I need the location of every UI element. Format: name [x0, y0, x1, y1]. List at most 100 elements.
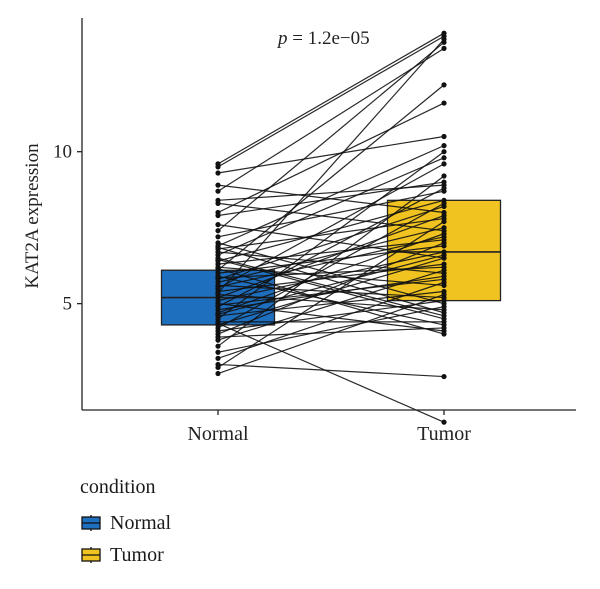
pair-line [217, 300, 445, 332]
pair-line [217, 233, 445, 314]
pair-line [217, 202, 445, 329]
pair-line [217, 84, 445, 271]
point-tumor [441, 331, 447, 337]
point-tumor [441, 264, 447, 270]
y-tick-label: 10 [53, 142, 72, 163]
pair-line [217, 47, 445, 192]
point-normal [215, 337, 221, 343]
point-normal [215, 200, 221, 206]
pair-line [217, 35, 445, 168]
pair-line [217, 236, 445, 288]
point-normal [215, 355, 221, 361]
box-plot-chart: 5 10 Normal Tumor KAT2A expression p = 1.2… [22, 18, 576, 445]
point-normal [215, 164, 221, 170]
point-tumor [441, 218, 447, 225]
point-tumor [441, 325, 447, 331]
pair-line [217, 269, 445, 341]
p-symbol: p [276, 28, 288, 49]
point-tumor [441, 316, 447, 322]
pair-line [217, 224, 445, 259]
point-tumor [441, 185, 447, 191]
point-tumor [441, 252, 447, 258]
point-normal [215, 182, 221, 188]
point-tumor [441, 155, 447, 161]
pair-line [217, 239, 445, 265]
pair-line [217, 303, 445, 332]
point-normal [215, 244, 221, 251]
legend-key-normal [80, 515, 102, 531]
point-tumor [441, 36, 447, 42]
pair-line [217, 202, 445, 232]
pair-line [217, 181, 445, 217]
pair-line [217, 245, 445, 274]
point-tumor [441, 291, 447, 298]
point-tumor [441, 173, 447, 179]
pair-line [217, 135, 445, 174]
pair-line [217, 281, 445, 359]
point-normal [215, 234, 221, 240]
point-tumor [441, 179, 447, 185]
legend: condition Normal Tumor [80, 476, 171, 571]
pair-line [217, 293, 445, 375]
point-tumor [441, 310, 447, 316]
pair-line [217, 306, 445, 353]
y-ticks: 5 10 [53, 142, 82, 315]
pair-line [217, 145, 445, 247]
point-tumor [441, 161, 447, 167]
pair-line [217, 268, 445, 335]
data-points [215, 30, 447, 425]
point-tumor [441, 212, 447, 219]
pair-line [217, 41, 445, 232]
point-tumor [441, 82, 447, 88]
pair-line [217, 175, 445, 347]
point-tumor [441, 143, 447, 149]
legend-label-normal: Normal [110, 511, 172, 534]
pair-line [217, 242, 445, 335]
point-normal [215, 228, 221, 234]
p-value-text: = 1.2e−05 [288, 28, 370, 49]
point-normal [215, 212, 221, 219]
p-value-annotation: p = 1.2e−05 [276, 28, 370, 49]
point-normal [215, 349, 221, 355]
legend-item-tumor: Tumor [80, 539, 171, 571]
point-normal [215, 170, 221, 176]
pair-line [217, 214, 445, 299]
legend-title: condition [80, 476, 156, 498]
point-normal [215, 364, 221, 371]
point-tumor [441, 373, 447, 380]
point-tumor [441, 276, 447, 282]
point-tumor [441, 133, 447, 140]
point-tumor [441, 149, 447, 155]
legend-item-normal: Normal [80, 507, 171, 539]
point-tumor [441, 298, 447, 304]
point-normal [215, 370, 221, 377]
x-ticks: Normal Tumor [187, 410, 471, 445]
pair-line [217, 254, 445, 315]
point-tumor [441, 419, 447, 425]
point-normal [215, 222, 221, 228]
point-normal [215, 266, 221, 272]
pair-line [217, 38, 445, 294]
pair-line [217, 363, 445, 378]
x-tick-label-normal: Normal [187, 423, 249, 445]
pair-line [217, 259, 445, 320]
pair-line [217, 187, 445, 308]
y-axis-label: KAT2A expression [22, 143, 43, 289]
legend-key-tumor [80, 547, 102, 563]
pair-line [217, 266, 445, 279]
pair-line [217, 221, 445, 368]
pair-line [217, 322, 445, 423]
point-tumor [441, 234, 447, 240]
point-normal [215, 275, 221, 281]
point-normal [215, 320, 221, 326]
point-tumor [441, 200, 447, 206]
point-normal [215, 290, 221, 296]
point-tumor [441, 45, 447, 51]
pair-line [217, 278, 445, 306]
point-tumor [441, 304, 447, 310]
pair-line [217, 102, 445, 214]
legend-label-tumor: Tumor [110, 543, 164, 566]
point-normal [215, 311, 221, 317]
pair-line [217, 246, 445, 314]
pair-line [217, 251, 445, 302]
